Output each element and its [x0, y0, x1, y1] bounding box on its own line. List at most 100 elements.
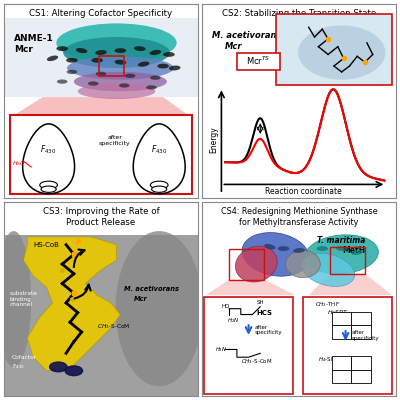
Bar: [330, 247, 365, 274]
Ellipse shape: [67, 56, 174, 80]
Ellipse shape: [163, 52, 175, 57]
Ellipse shape: [63, 37, 170, 68]
Polygon shape: [206, 280, 295, 295]
Polygon shape: [309, 274, 392, 295]
Text: M. acetivorans: M. acetivorans: [212, 30, 281, 40]
Bar: [4, 235, 198, 396]
Ellipse shape: [264, 244, 276, 250]
Bar: [4, 18, 198, 97]
Text: CS4: Redesigning Methionine Synthase
for Methyltransferase Activity: CS4: Redesigning Methionine Synthase for…: [221, 207, 377, 227]
Ellipse shape: [298, 25, 385, 80]
Bar: [99, 56, 124, 76]
Bar: [332, 325, 351, 339]
Text: CS3: Improving the Rate of
Product Release: CS3: Improving the Rate of Product Relea…: [43, 207, 159, 227]
Bar: [10, 114, 192, 194]
Polygon shape: [12, 97, 190, 116]
Ellipse shape: [305, 235, 378, 274]
Text: T. maritima: T. maritima: [318, 236, 366, 245]
Text: Reaction coordinate: Reaction coordinate: [264, 187, 341, 196]
Ellipse shape: [74, 72, 167, 91]
Polygon shape: [23, 237, 120, 371]
Ellipse shape: [76, 48, 87, 53]
Ellipse shape: [138, 62, 150, 67]
Ellipse shape: [293, 248, 305, 253]
Ellipse shape: [152, 186, 167, 192]
Polygon shape: [23, 124, 74, 194]
Ellipse shape: [157, 64, 169, 68]
Ellipse shape: [150, 76, 161, 80]
Text: M. acetivorans: M. acetivorans: [124, 286, 179, 292]
Bar: [237, 52, 280, 70]
Text: after
specificity: after specificity: [99, 135, 130, 146]
Ellipse shape: [286, 250, 320, 278]
Bar: [204, 297, 293, 394]
Ellipse shape: [150, 181, 168, 189]
Ellipse shape: [114, 60, 126, 65]
Ellipse shape: [78, 84, 155, 99]
Text: HS-CoB: HS-CoB: [34, 242, 60, 248]
Ellipse shape: [119, 83, 130, 88]
Text: HO: HO: [221, 304, 230, 309]
Ellipse shape: [41, 186, 56, 192]
Ellipse shape: [56, 23, 177, 62]
Bar: [332, 370, 351, 383]
Bar: [351, 356, 371, 370]
Ellipse shape: [0, 231, 31, 367]
Text: $H_2C$: $H_2C$: [12, 159, 26, 168]
Bar: [351, 370, 371, 383]
Text: Mcr: Mcr: [225, 42, 243, 51]
Text: Energy: Energy: [209, 126, 218, 153]
Ellipse shape: [242, 232, 309, 276]
Ellipse shape: [235, 246, 277, 282]
Text: $H_4$-SPT: $H_4$-SPT: [318, 355, 339, 364]
Text: $CH_3$-THF: $CH_3$-THF: [314, 300, 339, 309]
Ellipse shape: [316, 246, 328, 251]
Ellipse shape: [336, 246, 348, 251]
Ellipse shape: [50, 362, 67, 372]
Ellipse shape: [91, 58, 103, 63]
Text: $H_2N$: $H_2N$: [215, 345, 228, 354]
Text: SH: SH: [256, 300, 264, 305]
Ellipse shape: [66, 70, 77, 74]
Ellipse shape: [66, 58, 78, 63]
Ellipse shape: [352, 250, 363, 255]
Bar: [332, 356, 351, 370]
Text: MetH: MetH: [342, 246, 365, 255]
Text: Mcr$^{TS}$: Mcr$^{TS}$: [246, 55, 270, 68]
Text: Mcr: Mcr: [134, 296, 148, 302]
Ellipse shape: [125, 74, 136, 78]
Text: $\mathit{F}_{430}$: $\mathit{F}_{430}$: [151, 143, 167, 156]
Ellipse shape: [40, 181, 58, 189]
Text: Cofactor
F$_{430}$: Cofactor F$_{430}$: [12, 356, 37, 370]
Ellipse shape: [114, 48, 126, 53]
Ellipse shape: [134, 46, 146, 51]
Bar: [303, 297, 392, 394]
Bar: [229, 248, 264, 280]
Text: after
specificity: after specificity: [351, 330, 379, 341]
Text: $H_2N$: $H_2N$: [227, 316, 239, 325]
Text: $CH_3$-S-CoM: $CH_3$-S-CoM: [241, 357, 272, 366]
Bar: [351, 325, 371, 339]
Ellipse shape: [116, 231, 203, 386]
Text: $\mathit{F}_{430}$: $\mathit{F}_{430}$: [40, 143, 57, 156]
Text: after
specificity: after specificity: [254, 325, 282, 336]
Ellipse shape: [56, 46, 68, 51]
Ellipse shape: [96, 72, 106, 76]
Ellipse shape: [150, 50, 161, 55]
Text: CS2: Stabilizing the Transition State: CS2: Stabilizing the Transition State: [222, 9, 376, 18]
Ellipse shape: [302, 253, 355, 286]
Bar: [276, 14, 392, 86]
Text: $H_2SPT$: $H_2SPT$: [327, 308, 348, 317]
Ellipse shape: [169, 66, 180, 70]
Ellipse shape: [95, 50, 107, 55]
Bar: [351, 312, 371, 325]
Ellipse shape: [65, 366, 82, 376]
Ellipse shape: [57, 80, 68, 84]
Ellipse shape: [278, 246, 289, 251]
Bar: [332, 312, 351, 325]
Text: ANME-1
Mcr: ANME-1 Mcr: [14, 34, 54, 54]
Ellipse shape: [88, 82, 98, 86]
Polygon shape: [133, 124, 185, 194]
Text: $CH_3$-S-CoM: $CH_3$-S-CoM: [97, 322, 131, 331]
Text: CS1: Altering Cofactor Specificity: CS1: Altering Cofactor Specificity: [30, 9, 172, 18]
